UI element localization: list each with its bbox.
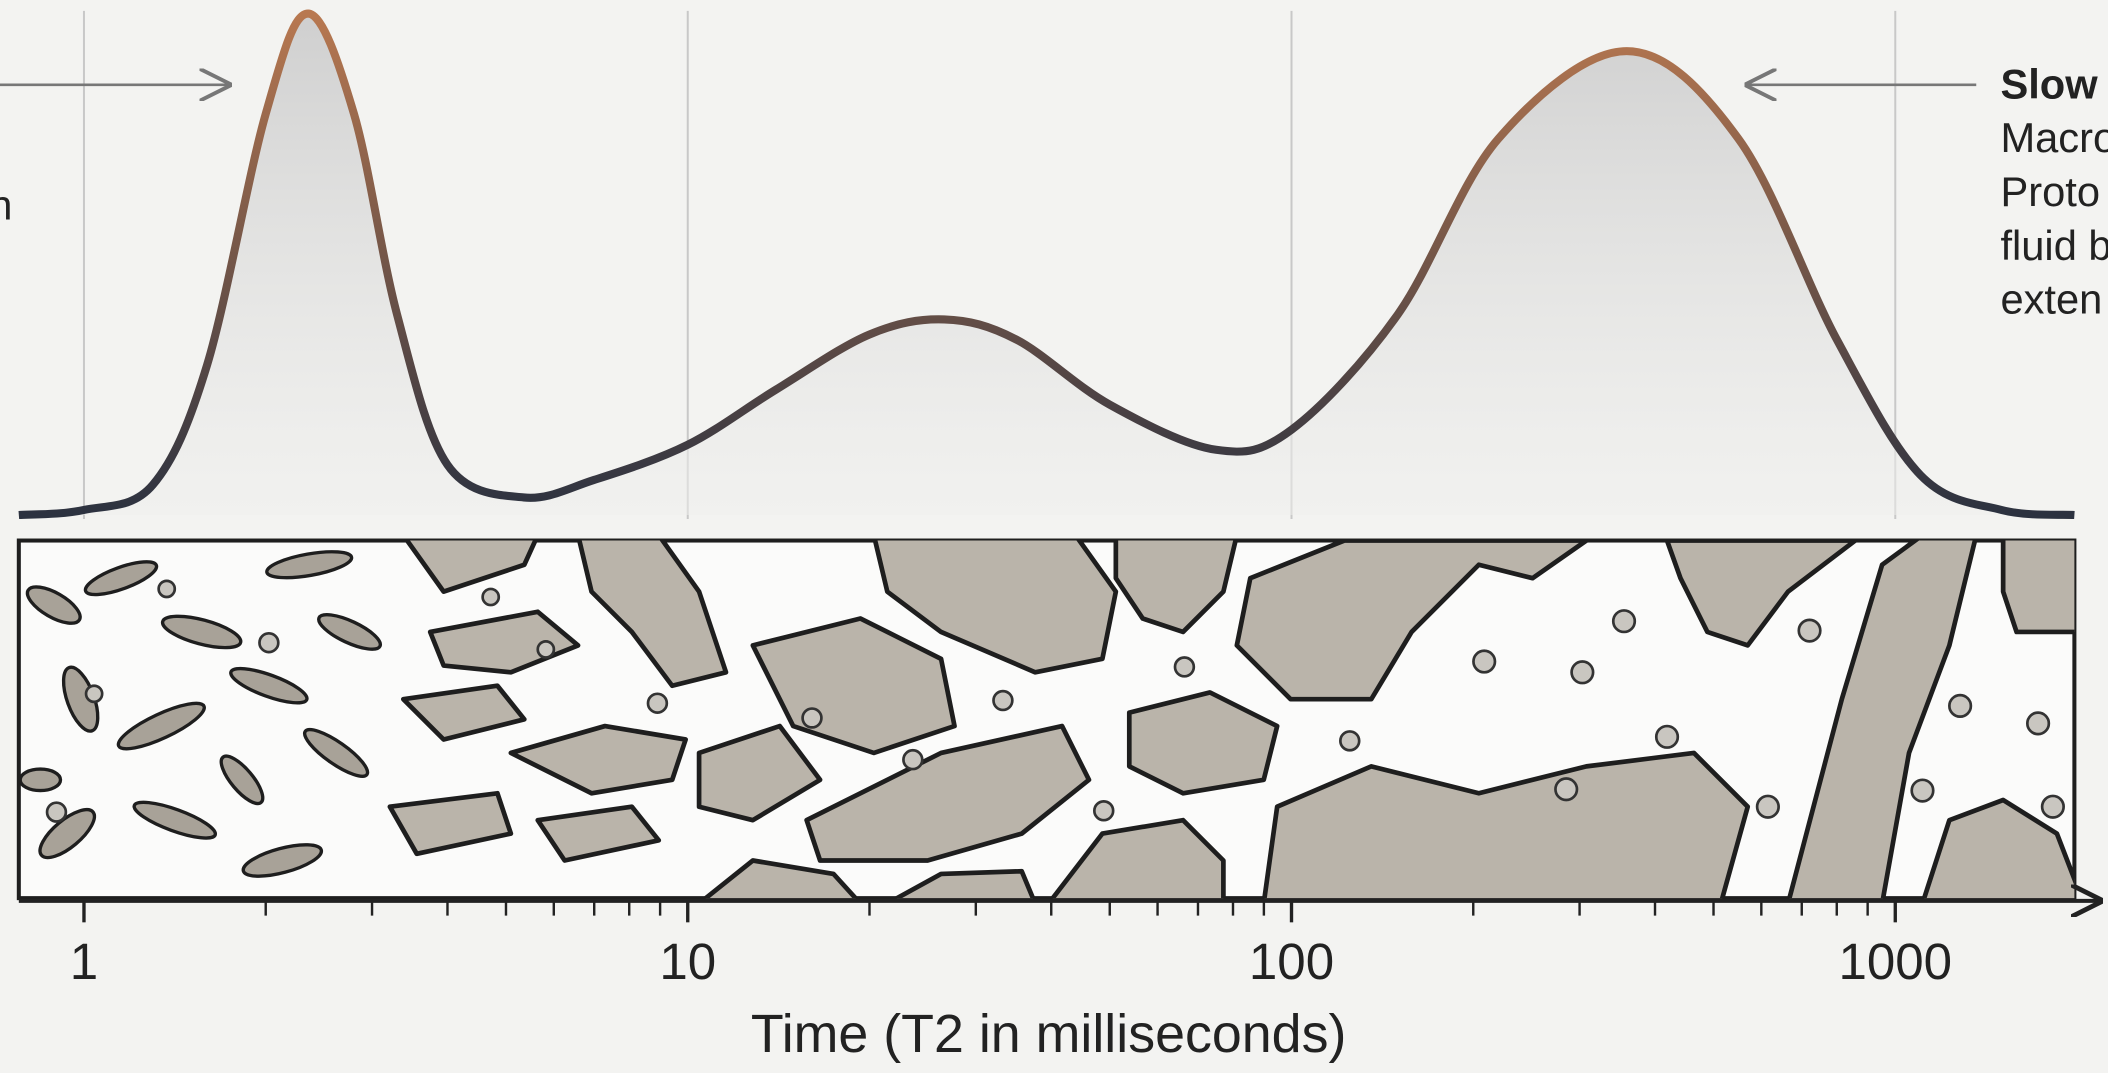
pore-illustration [19, 535, 2084, 903]
x-tick-label: 1000 [1838, 933, 1952, 990]
annotation: Macro [2000, 114, 2108, 161]
chart: Slow Macro Proto fluid b exten n Time (T… [0, 0, 2108, 1073]
x-axis-label: Time (T2 in milliseconds) [751, 1004, 1347, 1064]
annotation: Proto [2000, 168, 2100, 215]
x-tick-label: 10 [659, 933, 716, 990]
page: Slow Macro Proto fluid b exten n Time (T… [0, 0, 2108, 1073]
x-tick-label: 100 [1249, 933, 1334, 990]
annotation: n [0, 181, 12, 228]
annotation: fluid b [2000, 222, 2108, 269]
annotation: exten [2000, 276, 2102, 323]
x-tick-label: 1 [70, 933, 98, 990]
annotation: Slow [2000, 60, 2098, 107]
